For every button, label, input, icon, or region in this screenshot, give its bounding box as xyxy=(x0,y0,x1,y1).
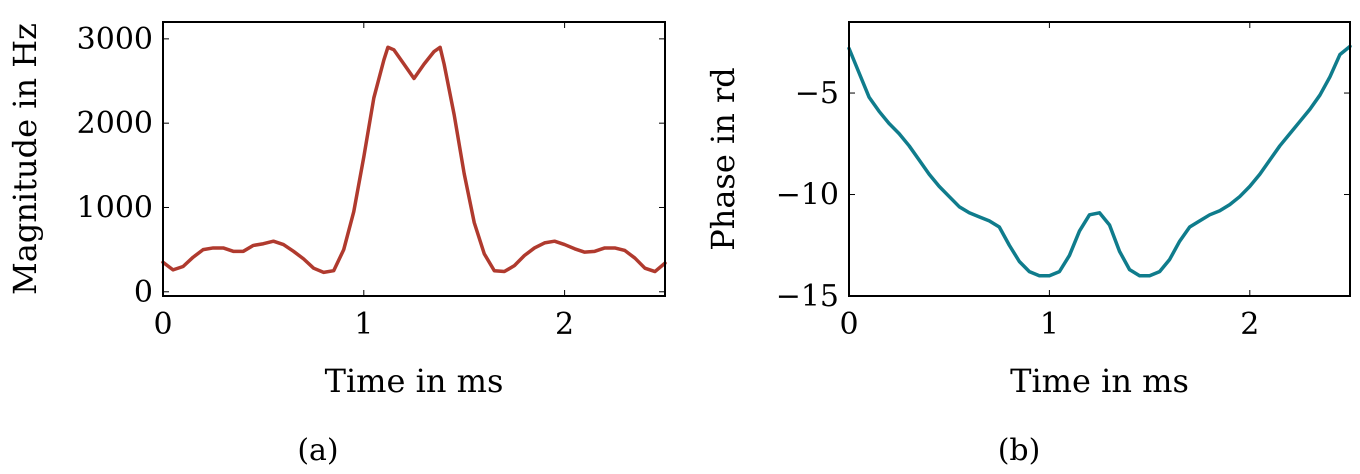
x-tick-label: 2 xyxy=(1240,307,1259,342)
x-tick-label: 2 xyxy=(555,307,574,342)
y-axis-label: Phase in rd xyxy=(704,67,742,251)
x-tick-label: 1 xyxy=(354,307,373,342)
x-axis-label: Time in ms xyxy=(1010,362,1189,400)
subfigure-caption: (a) xyxy=(297,433,338,468)
y-axis-label: Magnitude in Hz xyxy=(6,23,44,295)
panel-b: 0 1 2 −15 −10 −5 Time in ms Phase in rd (b) xyxy=(704,21,1352,468)
y-tick-label: −15 xyxy=(776,279,839,314)
x-axis-label: Time in ms xyxy=(325,362,504,400)
x-tick-label: 0 xyxy=(839,307,858,342)
subfigure-caption: (b) xyxy=(998,433,1041,468)
y-tick-label: 1000 xyxy=(77,190,153,225)
y-tick-label: −5 xyxy=(795,76,839,111)
x-tick-label: 1 xyxy=(1040,307,1059,342)
y-tick-label: −10 xyxy=(776,178,839,213)
plot-frame xyxy=(162,21,666,297)
x-tick-label: 0 xyxy=(153,307,172,342)
panel-a: 0 1 2 0 1000 2000 3000 Time in ms Magnitude in H… xyxy=(6,21,667,468)
series-line-0 xyxy=(161,45,667,275)
series-line-0 xyxy=(847,44,1352,278)
y-tick-label: 2000 xyxy=(77,106,153,141)
plot-frame xyxy=(848,21,1351,297)
y-tick-label: 0 xyxy=(134,275,153,310)
y-tick-label: 3000 xyxy=(77,22,153,57)
